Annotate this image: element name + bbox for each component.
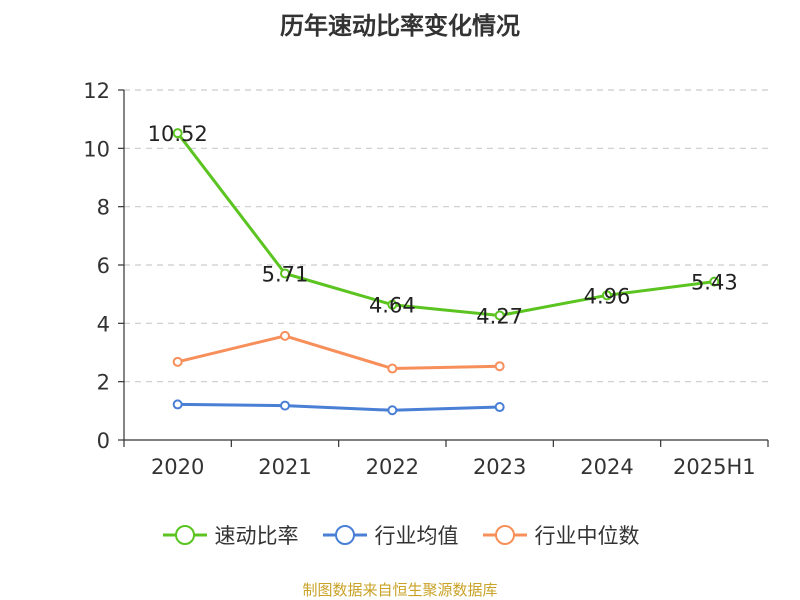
series-line-0: [176, 131, 716, 317]
data-label: 4.64: [369, 294, 416, 318]
series-point-0: [709, 276, 720, 287]
series-point-0: [280, 268, 290, 279]
data-label: 4.27: [476, 304, 523, 328]
legend-label: 速动比率: [214, 524, 299, 548]
y-tick-label: 12: [83, 79, 110, 103]
source-note: 制图数据来自恒生聚源数据库: [302, 581, 498, 599]
y-tick-label: 4: [97, 312, 110, 336]
series-point-1: [172, 399, 183, 410]
series: [172, 128, 720, 416]
legend-item[interactable]: 行业均值: [321, 520, 459, 550]
data-label: 5.43: [691, 271, 738, 295]
legend-swatch: [482, 525, 527, 545]
data-label: 10.52: [148, 122, 208, 146]
grid-lines: [124, 89, 768, 383]
y-tick-label: 8: [97, 196, 110, 220]
series-point-1: [280, 400, 290, 411]
legend-marker: [334, 525, 355, 545]
data-label: 4.96: [584, 284, 631, 308]
y-tick-label: 0: [97, 429, 110, 453]
x-tick-label: 2025H1: [673, 455, 756, 479]
series-point-2: [387, 363, 398, 374]
series-point-0: [602, 290, 612, 301]
chart-title: 历年速动比率变化情况: [280, 12, 520, 40]
series-point-0: [494, 310, 505, 321]
legend-label: 行业中位数: [534, 524, 640, 548]
series-point-2: [172, 356, 183, 367]
legend-swatch: [322, 525, 367, 545]
series-point-0: [172, 128, 183, 139]
legend-label: 行业均值: [374, 524, 459, 548]
legend: 速动比率 行业均值 行业中位数: [0, 520, 800, 550]
x-tick-label: 2021: [258, 455, 311, 479]
series-point-1: [494, 402, 505, 413]
series-point-2: [280, 330, 290, 341]
y-tick-label: 10: [83, 137, 110, 161]
series-point-2: [494, 361, 505, 372]
series-line-1: [176, 402, 502, 412]
data-labels: 10.52 5.71 4.64 4.27 4.96 5.43: [148, 122, 738, 328]
axes: 0 2 4 6 8 10 12 2020 2021 2022 2023 2024 2025H1: [83, 79, 769, 479]
legend-item[interactable]: 行业中位数: [481, 520, 640, 550]
legend-marker: [174, 525, 195, 545]
x-tick-label: 2022: [366, 455, 419, 479]
x-tick-label: 2023: [473, 455, 526, 479]
y-tick-label: 2: [97, 371, 110, 395]
legend-item[interactable]: 速动比率: [161, 520, 299, 550]
legend-marker: [494, 525, 515, 545]
series-point-1: [387, 405, 398, 416]
legend-swatch: [162, 525, 207, 545]
series-point-0: [387, 299, 398, 310]
data-label: 5.71: [262, 262, 309, 286]
series-line-2: [176, 334, 502, 370]
x-tick-label: 2024: [580, 455, 633, 479]
y-tick-label: 6: [97, 254, 110, 278]
x-tick-label: 2020: [151, 455, 204, 479]
